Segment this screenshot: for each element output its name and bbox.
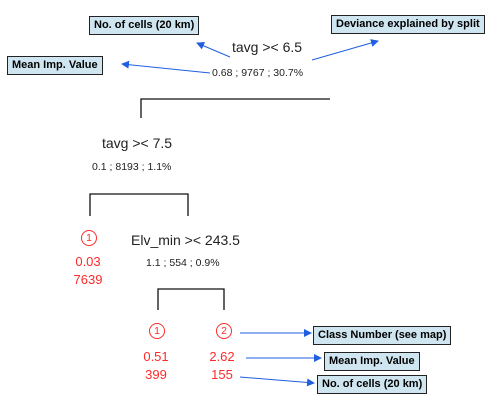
left-split-stats: 0.1 ; 8193 ; 1.1% (92, 161, 172, 173)
leaf-3-cells: 155 (211, 367, 233, 382)
inner-split-label: Elv_min >< 243.5 (131, 232, 240, 248)
leaf-1-value: 0.03 (75, 254, 101, 269)
left-node-branch-line (89, 193, 189, 216)
inner-node-branch-line (157, 288, 225, 310)
root-split-stats: 0.68 ; 9767 ; 30.7% (212, 67, 304, 79)
callout-cells-top: No. of cells (20 km) (89, 16, 200, 35)
callout-mean-right: Mean Imp. Value (324, 352, 420, 371)
leaf-2-value: 0.51 (143, 349, 169, 364)
callout-mean-left: Mean Imp. Value (7, 56, 103, 75)
arrow-mean-left (121, 60, 211, 74)
callout-class-number: Class Number (see map) (313, 326, 452, 345)
root-branch-line (140, 98, 330, 118)
left-split-label: tavg >< 7.5 (102, 135, 173, 151)
callout-cells-bottom: No. of cells (20 km) (317, 375, 428, 394)
arrow-deviance (311, 39, 379, 61)
leaf-1-class-circle: 1 (81, 230, 97, 246)
arrow-cells-bottom (239, 376, 315, 387)
arrow-cells-top (196, 42, 231, 58)
leaf-2-class-circle: 1 (149, 323, 165, 339)
root-split-label: tavg >< 6.5 (232, 39, 303, 55)
inner-split-stats: 1.1 ; 554 ; 0.9% (146, 257, 220, 269)
leaf-3-value: 2.62 (209, 349, 235, 364)
leaf-3-class-circle: 2 (216, 323, 232, 339)
callout-deviance: Deviance explained by split (331, 15, 485, 34)
leaf-1-cells: 7639 (73, 272, 103, 287)
leaf-2-cells: 399 (145, 367, 167, 382)
